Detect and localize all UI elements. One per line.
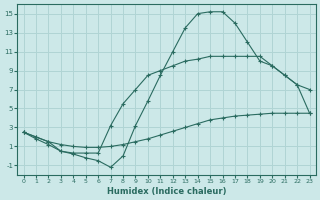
X-axis label: Humidex (Indice chaleur): Humidex (Indice chaleur) <box>107 187 226 196</box>
